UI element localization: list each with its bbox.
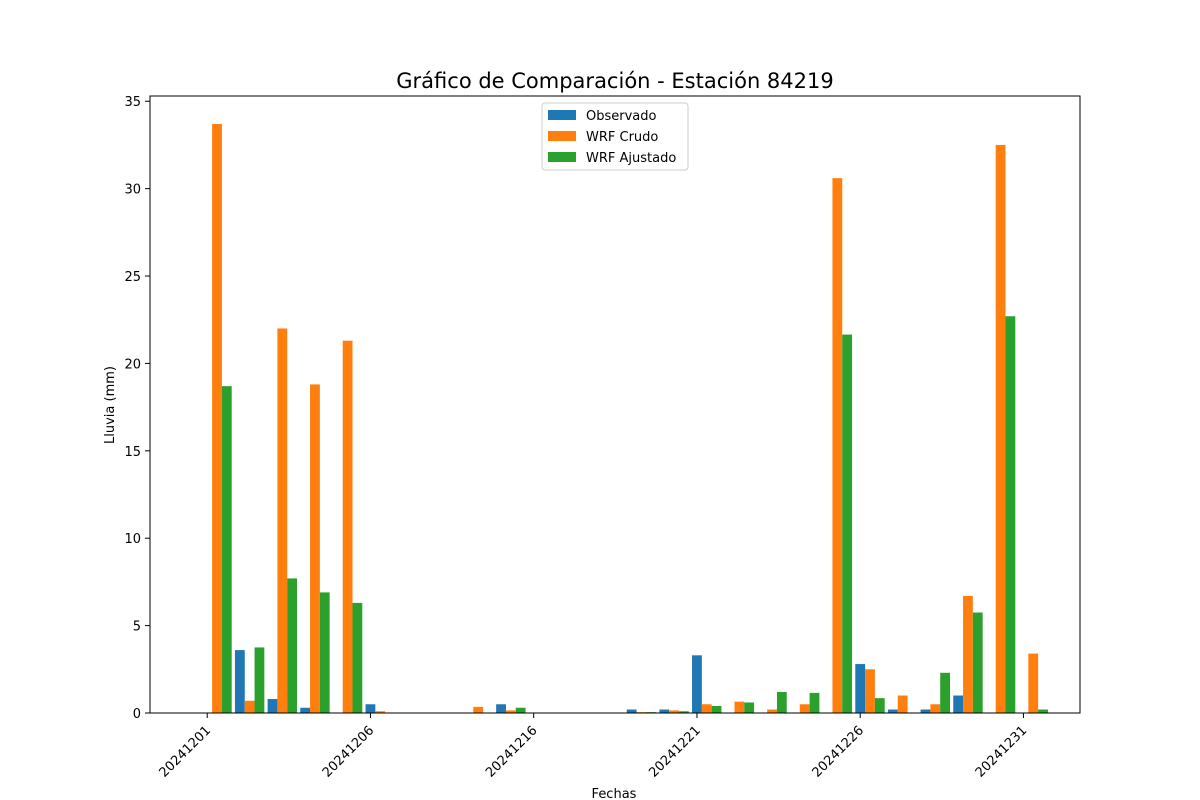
y-tick-label: 30 <box>124 183 141 198</box>
bar-wrf-crudo-20241227 <box>897 695 908 713</box>
legend-swatch-wrf-crudo <box>548 131 576 141</box>
y-tick-label: 25 <box>124 270 141 285</box>
y-tick-label: 5 <box>133 620 141 635</box>
x-tick-label: 20241201 <box>157 723 214 780</box>
bar-wrf-crudo-20241203 <box>277 328 288 713</box>
legend-swatch-wrf-ajustado <box>548 152 576 162</box>
x-axis-label: Fechas <box>592 787 637 800</box>
bar-wrf-ajustado-20241204 <box>319 592 330 713</box>
bar-observado-20241202 <box>234 650 245 713</box>
bar-wrf-ajustado-20241228 <box>940 672 950 713</box>
bar-wrf-crudo-20241215 <box>505 710 516 713</box>
bar-observado-20241228 <box>920 709 931 713</box>
bar-wrf-crudo-20241223 <box>767 709 777 713</box>
bar-wrf-crudo-20241214 <box>473 706 484 713</box>
bar-observado-20241221 <box>692 655 702 713</box>
legend: Observado WRF Crudo WRF Ajustado <box>541 102 689 171</box>
bar-wrf-crudo-20241226 <box>865 669 875 713</box>
bar-wrf-crudo-20241222 <box>734 701 745 713</box>
bar-wrf-crudo-20241201 <box>212 123 222 714</box>
bar-observado-20241215 <box>496 704 506 713</box>
x-tick-label: 20241226 <box>810 723 867 780</box>
bars-group <box>212 123 1048 714</box>
bar-wrf-ajustado-20241221 <box>711 706 722 713</box>
bar-wrf-ajustado-20241220 <box>679 711 689 713</box>
bar-wrf-crudo-20241224 <box>799 704 810 713</box>
chart-title: Gráfico de Comparación - Estación 84219 <box>396 69 833 93</box>
bar-wrf-crudo-20241204 <box>310 384 320 713</box>
bar-observado-20241204 <box>300 707 311 713</box>
bar-wrf-ajustado-20241230 <box>1005 316 1016 713</box>
bar-observado-20241203 <box>267 699 278 713</box>
bar-wrf-ajustado-20241224 <box>809 692 820 713</box>
bar-observado-20241229 <box>953 695 964 713</box>
bar-wrf-crudo-20241225 <box>832 178 843 713</box>
x-axis: 20241201 20241206 20241216 20241221 20241226… <box>157 713 1030 781</box>
bar-wrf-ajustado-20241231 <box>1038 709 1048 713</box>
bar-wrf-crudo-20241231 <box>1028 653 1039 713</box>
plot-frame <box>149 95 1081 714</box>
legend-box <box>541 102 689 171</box>
bar-wrf-crudo-20241228 <box>930 704 941 713</box>
bar-wrf-ajustado-20241229 <box>972 612 983 713</box>
bar-wrf-ajustado-20241222 <box>744 702 755 713</box>
x-tick-label: 20241206 <box>320 723 377 780</box>
x-tick-label: 20241231 <box>973 723 1030 780</box>
bar-wrf-crudo-20241205 <box>342 340 353 713</box>
bar-wrf-ajustado-20241223 <box>776 692 787 713</box>
x-tick-label: 20241216 <box>483 723 540 780</box>
x-tick-label: 20241221 <box>646 723 703 780</box>
bar-wrf-crudo-20241220 <box>669 710 679 713</box>
bar-wrf-ajustado-20241205 <box>352 602 363 713</box>
bar-observado-20241226 <box>855 664 866 713</box>
y-tick-label: 10 <box>124 532 141 547</box>
bar-observado-20241206 <box>365 704 376 713</box>
bar-wrf-ajustado-20241225 <box>842 334 853 713</box>
y-tick-label: 0 <box>133 707 141 722</box>
y-axis: 0 5 10 15 20 25 30 35 <box>124 95 150 722</box>
bar-wrf-crudo-20241229 <box>963 595 973 713</box>
bar-wrf-ajustado-20241215 <box>515 707 526 713</box>
bar-observado-20241220 <box>659 709 670 713</box>
legend-label-wrf-crudo: WRF Crudo <box>586 130 658 145</box>
bar-wrf-crudo-20241202 <box>244 700 255 713</box>
bar-wrf-ajustado-20241202 <box>254 647 265 713</box>
bar-wrf-crudo-20241230 <box>995 144 1006 713</box>
y-tick-label: 20 <box>124 357 141 372</box>
bar-wrf-ajustado-20241226 <box>874 698 885 713</box>
y-tick-label: 35 <box>124 95 141 110</box>
y-axis-label: Lluvia (mm) <box>103 366 118 444</box>
bar-wrf-crudo-20241221 <box>701 704 712 713</box>
bar-wrf-crudo-20241206 <box>375 711 386 713</box>
bar-wrf-ajustado-20241201 <box>221 386 232 713</box>
legend-label-observado: Observado <box>586 109 657 124</box>
y-tick-label: 15 <box>124 445 141 460</box>
legend-label-wrf-ajustado: WRF Ajustado <box>586 151 676 166</box>
bar-observado-20241219 <box>626 709 637 713</box>
bar-observado-20241227 <box>887 709 898 713</box>
bar-wrf-ajustado-20241203 <box>287 578 297 713</box>
legend-swatch-observado <box>548 110 576 120</box>
